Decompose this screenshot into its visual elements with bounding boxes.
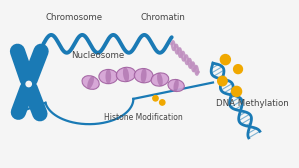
Text: DNA Methylation: DNA Methylation xyxy=(216,99,289,108)
Ellipse shape xyxy=(106,69,111,84)
Ellipse shape xyxy=(116,67,136,82)
Text: Histone Modification: Histone Modification xyxy=(104,113,183,122)
Circle shape xyxy=(153,96,158,101)
Ellipse shape xyxy=(87,76,94,89)
Circle shape xyxy=(218,76,227,86)
Ellipse shape xyxy=(157,73,163,86)
Text: Chromosome: Chromosome xyxy=(46,13,103,22)
Ellipse shape xyxy=(173,79,179,92)
Ellipse shape xyxy=(82,76,99,89)
Circle shape xyxy=(26,81,31,87)
Circle shape xyxy=(160,100,165,105)
Text: Nucleosome: Nucleosome xyxy=(71,51,125,60)
Circle shape xyxy=(234,65,242,74)
Ellipse shape xyxy=(168,79,184,92)
Ellipse shape xyxy=(99,69,118,84)
Circle shape xyxy=(23,79,34,89)
Ellipse shape xyxy=(134,69,153,83)
Ellipse shape xyxy=(141,68,147,83)
Ellipse shape xyxy=(123,67,129,82)
Circle shape xyxy=(231,86,242,96)
Ellipse shape xyxy=(151,73,169,86)
Circle shape xyxy=(220,55,230,65)
Text: Chromatin: Chromatin xyxy=(141,13,185,22)
